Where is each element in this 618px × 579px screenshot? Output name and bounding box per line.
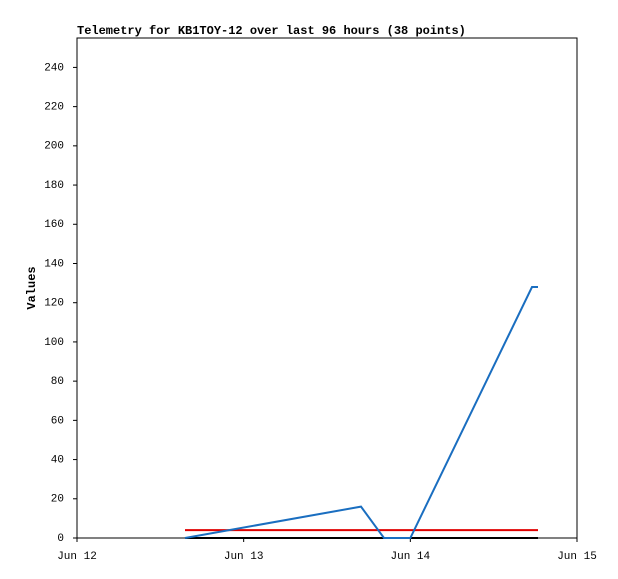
y-tick-label: 180 — [44, 180, 64, 192]
data-line — [184, 286, 538, 539]
y-tick-label: 60 — [51, 415, 64, 427]
chart-title: Telemetry for KB1TOY-12 over last 96 hou… — [77, 24, 466, 38]
y-tick-label: 80 — [51, 376, 64, 388]
y-axis-label: Values — [25, 266, 39, 309]
x-tick-label: Jun 14 — [391, 551, 431, 563]
y-tick-label: 120 — [44, 298, 64, 310]
y-tick-label: 0 — [57, 533, 64, 545]
y-tick-label: 160 — [44, 219, 64, 231]
y-tick-label: 140 — [44, 258, 64, 270]
y-tick-label: 240 — [44, 62, 64, 74]
x-tick-label: Jun 13 — [224, 551, 264, 563]
y-tick-label: 20 — [51, 494, 64, 506]
y-tick-label: 200 — [44, 141, 64, 153]
x-tick-label: Jun 15 — [557, 551, 597, 563]
y-tick-label: 220 — [44, 102, 64, 114]
y-tick-label: 40 — [51, 454, 64, 466]
x-tick-label: Jun 12 — [57, 551, 97, 563]
y-tick-label: 100 — [44, 337, 64, 349]
plot-frame — [76, 37, 578, 539]
